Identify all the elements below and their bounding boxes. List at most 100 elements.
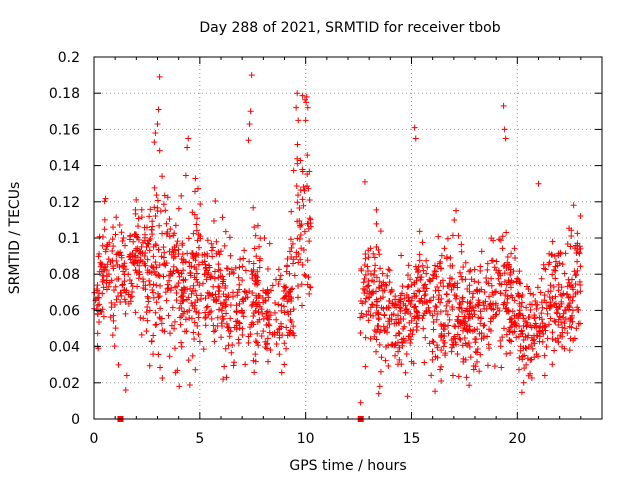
- data-point: [134, 245, 141, 252]
- data-point: [551, 253, 558, 260]
- data-point: [372, 262, 379, 269]
- data-point: [223, 320, 230, 327]
- data-point: [222, 296, 229, 303]
- data-point: [484, 333, 491, 340]
- data-point: [541, 292, 548, 299]
- data-point: [466, 311, 473, 318]
- data-point: [423, 270, 430, 277]
- data-point: [143, 309, 150, 316]
- data-point: [287, 236, 294, 243]
- data-point: [448, 348, 455, 355]
- data-point: [304, 171, 311, 178]
- data-point: [266, 308, 273, 315]
- data-point: [266, 322, 273, 329]
- data-point: [100, 284, 107, 291]
- data-point: [263, 310, 270, 317]
- data-point: [254, 268, 261, 275]
- data-point: [577, 245, 584, 252]
- data-point: [94, 294, 101, 301]
- data-point: [101, 216, 108, 223]
- data-point: [466, 382, 473, 389]
- data-point: [444, 311, 451, 318]
- data-point: [141, 237, 148, 244]
- data-point: [363, 311, 370, 318]
- data-point: [291, 272, 298, 279]
- data-point: [431, 262, 438, 269]
- data-point: [125, 291, 132, 298]
- data-point: [473, 287, 480, 294]
- data-point: [99, 233, 106, 240]
- data-point: [397, 296, 404, 303]
- data-point: [287, 308, 294, 315]
- data-point: [361, 178, 368, 185]
- data-point: [548, 303, 555, 310]
- data-point: [445, 283, 452, 290]
- data-point: [189, 302, 196, 309]
- data-point: [208, 308, 215, 315]
- data-point: [268, 287, 275, 294]
- data-point: [426, 340, 433, 347]
- data-point: [422, 281, 429, 288]
- data-point: [264, 358, 271, 365]
- data-point: [252, 272, 259, 279]
- data-point: [380, 279, 387, 286]
- data-point: [191, 336, 198, 343]
- data-point: [402, 369, 409, 376]
- data-point: [377, 368, 384, 375]
- data-point: [144, 240, 151, 247]
- data-point: [99, 278, 106, 285]
- data-point: [565, 294, 572, 301]
- data-point: [179, 259, 186, 266]
- data-point: [252, 307, 259, 314]
- data-point: [477, 351, 484, 358]
- data-point: [478, 330, 485, 337]
- data-point: [540, 331, 547, 338]
- data-point: [176, 273, 183, 280]
- data-point: [239, 277, 246, 284]
- data-point: [443, 302, 450, 309]
- data-point: [159, 173, 166, 180]
- data-point: [304, 152, 311, 159]
- data-point: [437, 366, 444, 373]
- data-point: [247, 324, 254, 331]
- data-point: [199, 280, 206, 287]
- data-point: [234, 317, 241, 324]
- y-tick-labels: 0 0.02 0.04 0.06 0.08 0.1 0.12 0.14 0.16 0.18 0.2: [49, 50, 80, 428]
- data-point: [566, 323, 573, 330]
- data-point: [570, 286, 577, 293]
- data-point: [365, 308, 372, 315]
- data-point: [294, 141, 301, 148]
- data-point: [302, 272, 309, 279]
- data-point: [256, 257, 263, 264]
- data-point: [440, 283, 447, 290]
- data-point: [454, 350, 461, 357]
- data-point: [297, 186, 304, 193]
- data-point: [472, 348, 479, 355]
- data-point: [202, 261, 209, 268]
- data-point: [166, 248, 173, 255]
- data-point: [487, 318, 494, 325]
- data-point: [202, 315, 209, 322]
- data-point: [481, 322, 488, 329]
- data-point: [210, 328, 217, 335]
- data-point: [264, 286, 271, 293]
- data-point: [242, 361, 249, 368]
- data-point: [446, 280, 453, 287]
- data-point: [467, 267, 474, 274]
- data-point: [150, 281, 157, 288]
- data-point: [556, 260, 563, 267]
- data-point: [195, 314, 202, 321]
- data-point: [544, 335, 551, 342]
- data-point: [451, 217, 458, 224]
- data-point: [132, 252, 139, 259]
- data-point: [499, 233, 506, 240]
- data-point: [302, 117, 309, 124]
- data-point: [157, 305, 164, 312]
- data-point: [110, 317, 117, 324]
- data-point: [106, 279, 113, 286]
- data-point: [531, 340, 538, 347]
- data-point: [441, 339, 448, 346]
- data-point: [460, 263, 467, 270]
- data-point: [300, 202, 307, 209]
